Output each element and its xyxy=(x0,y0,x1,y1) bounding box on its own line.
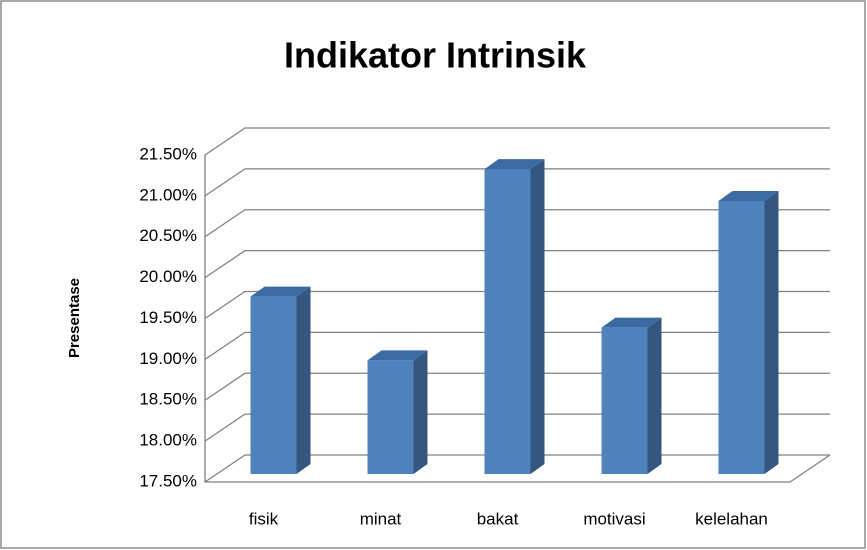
bar-front xyxy=(601,327,648,474)
bar-front xyxy=(718,200,765,474)
bar-side xyxy=(413,350,428,474)
grid-line xyxy=(204,290,830,320)
y-tick-label: 21.50% xyxy=(139,144,197,163)
y-axis-label: Presentase xyxy=(66,278,83,358)
y-tick-label: 20.00% xyxy=(139,267,197,286)
bar-top xyxy=(718,190,779,201)
grid-line xyxy=(204,127,830,156)
x-tick-label: kelelahan xyxy=(695,509,768,528)
bar-top xyxy=(250,286,311,297)
bar-side xyxy=(530,159,545,474)
bar-front xyxy=(484,169,531,474)
bar-front xyxy=(250,296,297,474)
bar-top xyxy=(601,317,662,328)
y-tick-label: 18.50% xyxy=(139,390,197,409)
bar-side xyxy=(296,286,311,474)
y-tick-label: 21.00% xyxy=(139,185,197,204)
chart-title: Indikator Intrinsik xyxy=(284,35,587,76)
x-tick-label: minat xyxy=(360,509,402,528)
grid-line xyxy=(204,249,830,279)
grid-line xyxy=(204,209,830,238)
bar xyxy=(718,190,779,474)
y-tick-label: 18.00% xyxy=(139,431,197,450)
x-tick-label: motivasi xyxy=(583,509,645,528)
x-tick-label: bakat xyxy=(477,509,519,528)
bar-side xyxy=(647,317,662,474)
bar xyxy=(484,159,545,474)
y-tick-label: 20.50% xyxy=(139,226,197,245)
bar xyxy=(367,350,428,474)
y-tick-label: 19.00% xyxy=(139,349,197,368)
bar-top xyxy=(367,350,428,361)
x-tick-label: fisik xyxy=(249,509,279,528)
bar-front xyxy=(367,360,414,474)
bar xyxy=(250,286,311,474)
grid-line xyxy=(204,168,830,197)
bar-top xyxy=(484,159,545,170)
y-tick-label: 17.50% xyxy=(139,471,197,490)
bar-side xyxy=(764,190,779,474)
y-tick-label: 19.50% xyxy=(139,308,197,327)
bar xyxy=(601,317,662,474)
